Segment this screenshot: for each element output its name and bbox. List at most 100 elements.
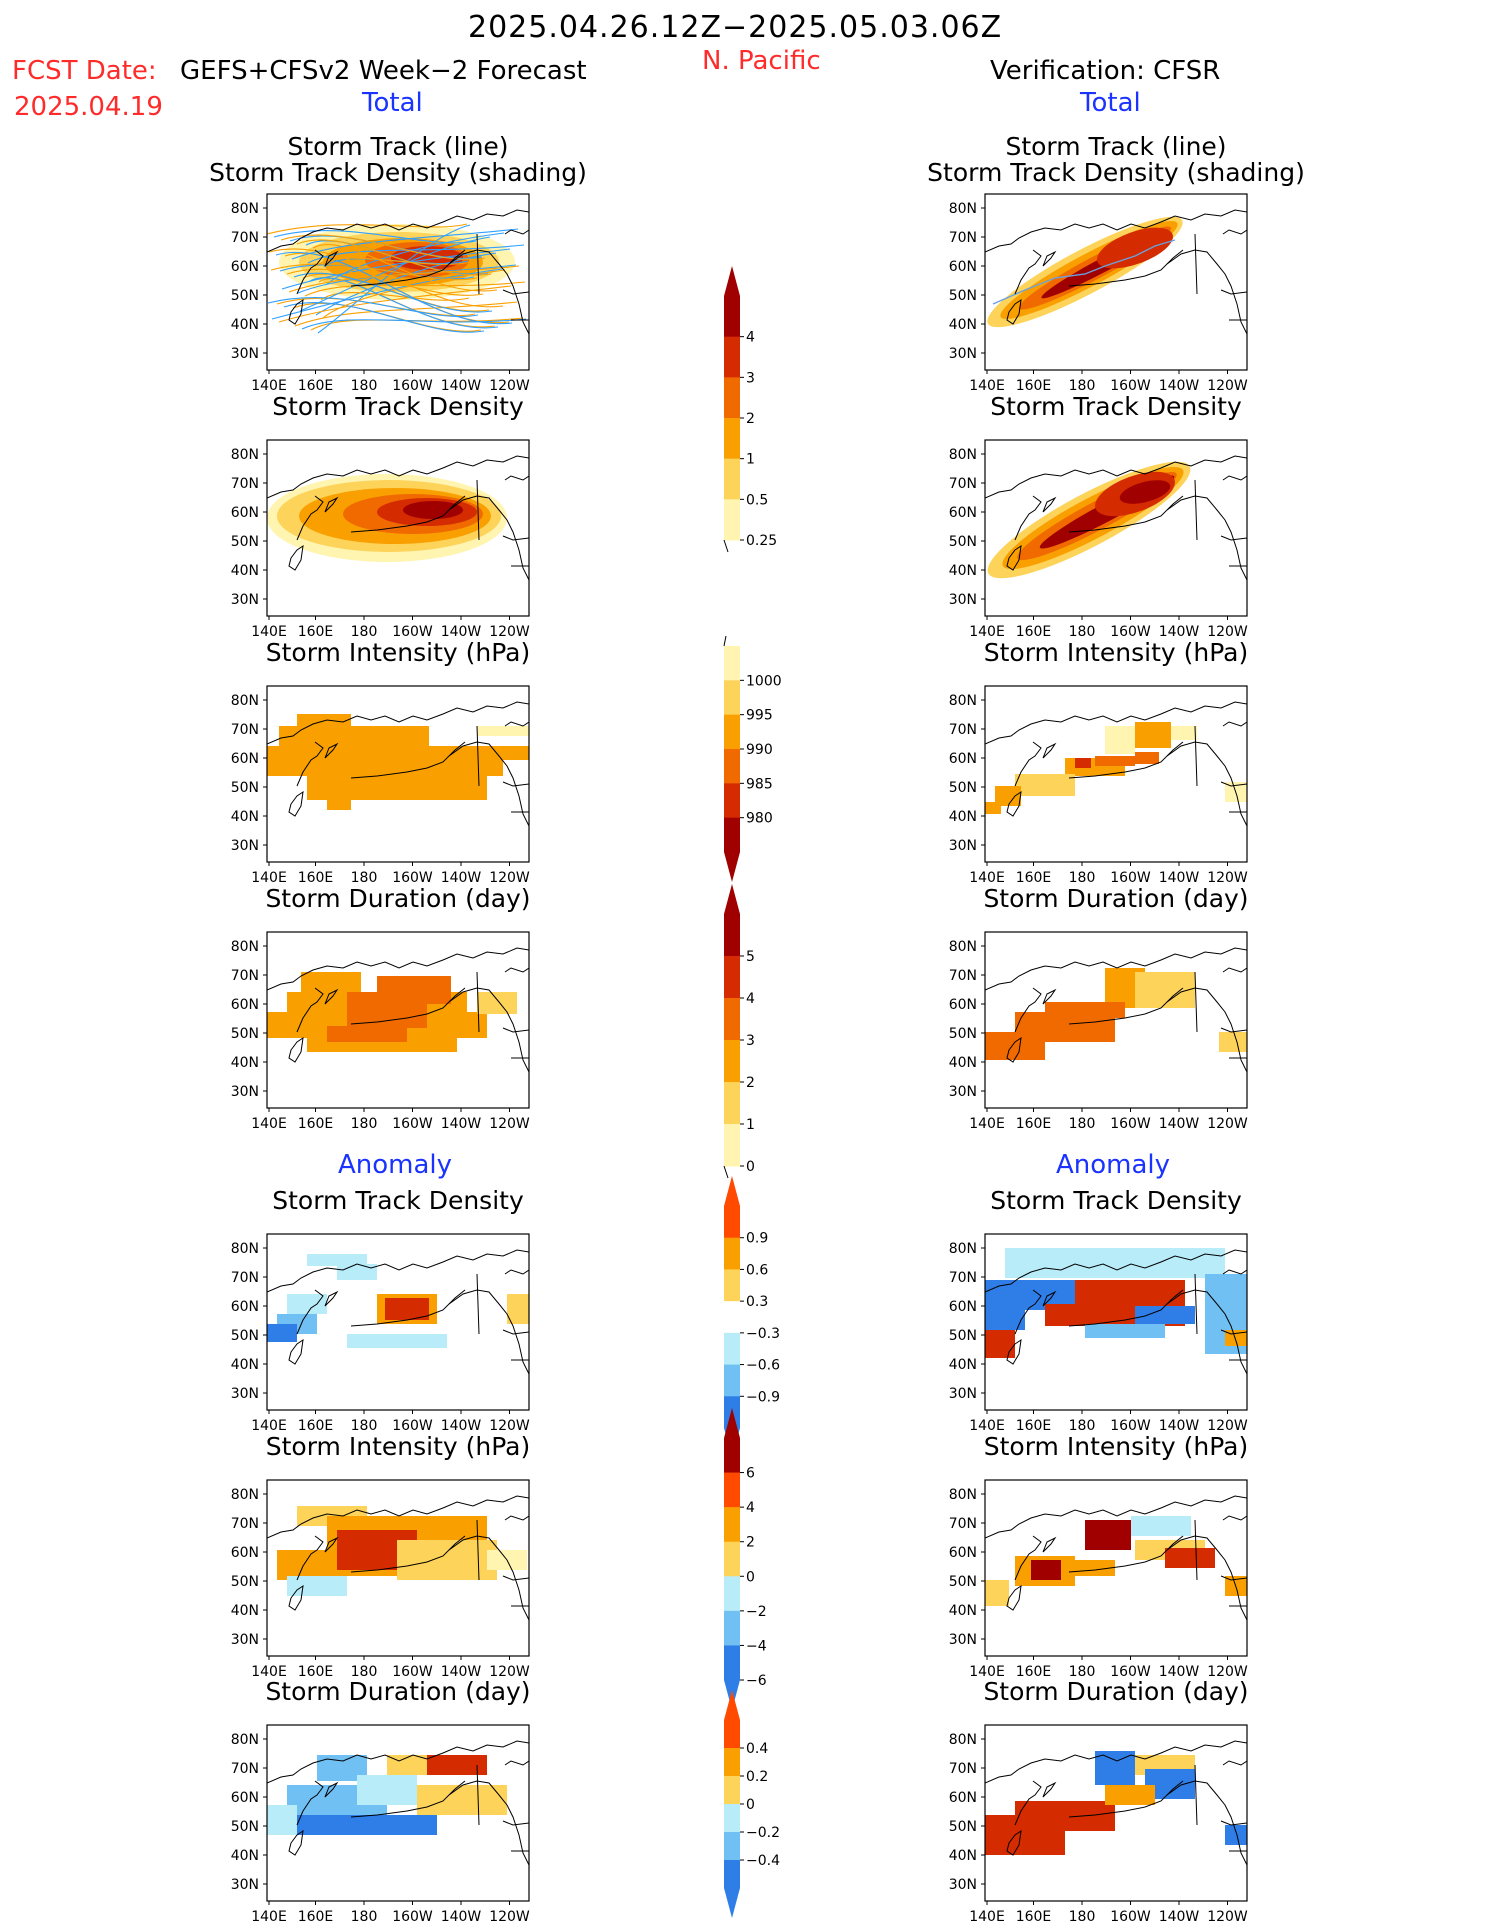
colorbar-segment [724,714,740,750]
lat-tick-label: 30N [231,592,259,608]
map-anom_intensity-verification: 80N 70N 60N 50N 40N 30N 140E 160E 180 160W 140W 120… [949,1479,1248,1680]
lat-tick-label: 60N [949,259,977,275]
colorbar-segment [724,1645,740,1681]
lon-tick-label: 120W [489,1664,530,1680]
lon-tick-label: 160W [1110,1418,1151,1434]
lon-tick-label: 160W [1110,1664,1151,1680]
panel-title-intensity-right: Storm Intensity (hPa) [983,638,1249,667]
lon-tick-label: 160E [298,378,334,394]
lat-tick-label: 40N [231,563,259,579]
colorbar-label: 5 [746,949,755,965]
lon-tick-label: 160E [1016,1664,1052,1680]
lon-tick-label: 140E [251,870,287,886]
lat-tick-label: 70N [949,1270,977,1286]
panel-title-anom_intensity-right: Storm Intensity (hPa) [983,1432,1249,1461]
colorbar-label: 0.25 [746,533,777,549]
lon-tick-label: 160E [1016,1909,1052,1925]
colorbar-label: 3 [746,1033,755,1049]
lat-tick-label: 70N [949,968,977,984]
colorbar-label: −6 [746,1673,767,1689]
panel-title-anom_density-left: Storm Track Density [272,1186,524,1215]
lon-tick-label: 160E [298,1664,334,1680]
lon-tick-label: 180 [1069,1664,1096,1680]
colorbar-segment [724,296,740,338]
fcst-date-label: FCST Date: [12,56,157,86]
lat-tick-label: 40N [949,563,977,579]
lat-tick-label: 60N [231,259,259,275]
colorbar-label: 6 [746,1466,755,1482]
colorbar-segment [724,418,740,460]
lon-tick-label: 140W [1159,1909,1200,1925]
map-density-verification: 80N 70N 60N 50N 40N 30N 140E 160E 180 160W 140W 120… [949,439,1248,640]
cb-density: 4 3 2 1 0.5 0.25 [723,266,777,553]
lon-tick-label: 120W [1207,1418,1248,1434]
colorbar-segment [724,1124,740,1167]
lat-tick-label: 40N [231,1055,259,1071]
lon-tick-label: 160E [1016,1116,1052,1132]
lon-tick-label: 140W [441,378,482,394]
colorbar-segment [724,998,740,1041]
lat-tick-label: 30N [231,838,259,854]
lat-tick-label: 30N [231,1386,259,1402]
panel-title-anom_duration-right: Storm Duration (day) [983,1677,1249,1706]
colorbar-segment [724,1748,740,1777]
panel-title-track-left: Storm Track (line) [287,132,509,161]
lon-tick-label: 160E [1016,624,1052,640]
lat-tick-label: 60N [949,1790,977,1806]
lon-tick-label: 120W [1207,1116,1248,1132]
panel-title-duration-left: Storm Duration (day) [265,884,531,913]
anomaly-label-right: Anomaly [1056,1150,1171,1180]
lat-tick-label: 80N [231,201,259,217]
lon-tick-label: 120W [489,1909,530,1925]
colorbar-segment [724,1576,740,1612]
lat-tick-label: 30N [949,838,977,854]
map-duration-verification: 80N 70N 60N 50N 40N 30N 140E 160E 180 160W 140W 120… [949,931,1248,1132]
colorbar-segment [724,956,740,999]
colorbar-label: −0.3 [746,1326,780,1342]
lat-tick-label: 40N [231,809,259,825]
lon-tick-label: 140W [1159,624,1200,640]
colorbar-segment [724,1507,740,1543]
colorbar-label: −0.4 [746,1853,780,1869]
lat-tick-label: 60N [949,751,977,767]
lat-tick-label: 80N [231,693,259,709]
colorbar-label: 0.3 [746,1294,768,1310]
lon-tick-label: 160W [392,378,433,394]
lat-tick-label: 60N [231,997,259,1013]
colorbar-segment [724,1541,740,1577]
lat-tick-label: 80N [231,1487,259,1503]
lon-tick-label: 160W [392,870,433,886]
lon-tick-label: 140E [251,1909,287,1925]
colorbar-segment [724,1082,740,1125]
verification-label: Verification: CFSR [990,56,1221,86]
colorbar-label: 0.9 [746,1231,768,1247]
colorbar-segment [724,499,740,541]
lon-tick-label: 160E [1016,1418,1052,1434]
colorbar-label: 1 [746,452,755,468]
lat-tick-label: 80N [949,1732,977,1748]
lat-tick-label: 40N [949,317,977,333]
lon-tick-label: 180 [1069,1418,1096,1434]
colorbar-label: −4 [746,1638,767,1654]
lat-tick-label: 80N [231,1241,259,1257]
lat-tick-label: 70N [231,1516,259,1532]
lat-tick-label: 70N [949,230,977,246]
colorbar-segment [724,1301,740,1334]
lon-tick-label: 160E [298,1418,334,1434]
lat-tick-label: 50N [949,1026,977,1042]
panel-title-intensity-left: Storm Intensity (hPa) [265,638,531,667]
lon-tick-label: 160W [1110,378,1151,394]
colorbar-segment [724,1438,740,1474]
lat-tick-label: 30N [949,346,977,362]
lon-tick-label: 140E [251,1664,287,1680]
map-anom_density-verification: 80N 70N 60N 50N 40N 30N 140E 160E 180 160W 140W 120… [949,1233,1248,1434]
cb-anom-intensity: 6 4 2 0 −2 −4 −6 [724,1408,767,1710]
lon-tick-label: 160W [392,1116,433,1132]
lon-tick-label: 160E [298,870,334,886]
lon-tick-label: 160W [392,1418,433,1434]
colorbar-segment [724,458,740,500]
lon-tick-label: 140E [969,378,1005,394]
colorbar-segment [724,680,740,716]
map-track-verification: 80N 70N 60N 50N 40N 30N 140E 160E 180 160W 140W 120… [949,193,1248,394]
